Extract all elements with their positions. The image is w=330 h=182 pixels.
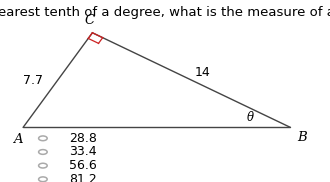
Text: 33.4: 33.4 [69, 145, 97, 159]
Text: To the nearest tenth of a degree, what is the measure of angle B?: To the nearest tenth of a degree, what i… [0, 6, 330, 19]
Text: 7.7: 7.7 [23, 74, 43, 87]
Text: 81.2: 81.2 [69, 173, 97, 182]
Text: B: B [297, 131, 307, 144]
Text: θ: θ [247, 111, 254, 124]
Text: 56.6: 56.6 [69, 159, 97, 172]
Text: 14: 14 [195, 66, 211, 79]
Text: 28.8: 28.8 [69, 132, 97, 145]
Text: C: C [84, 14, 94, 27]
Text: A: A [13, 133, 23, 146]
